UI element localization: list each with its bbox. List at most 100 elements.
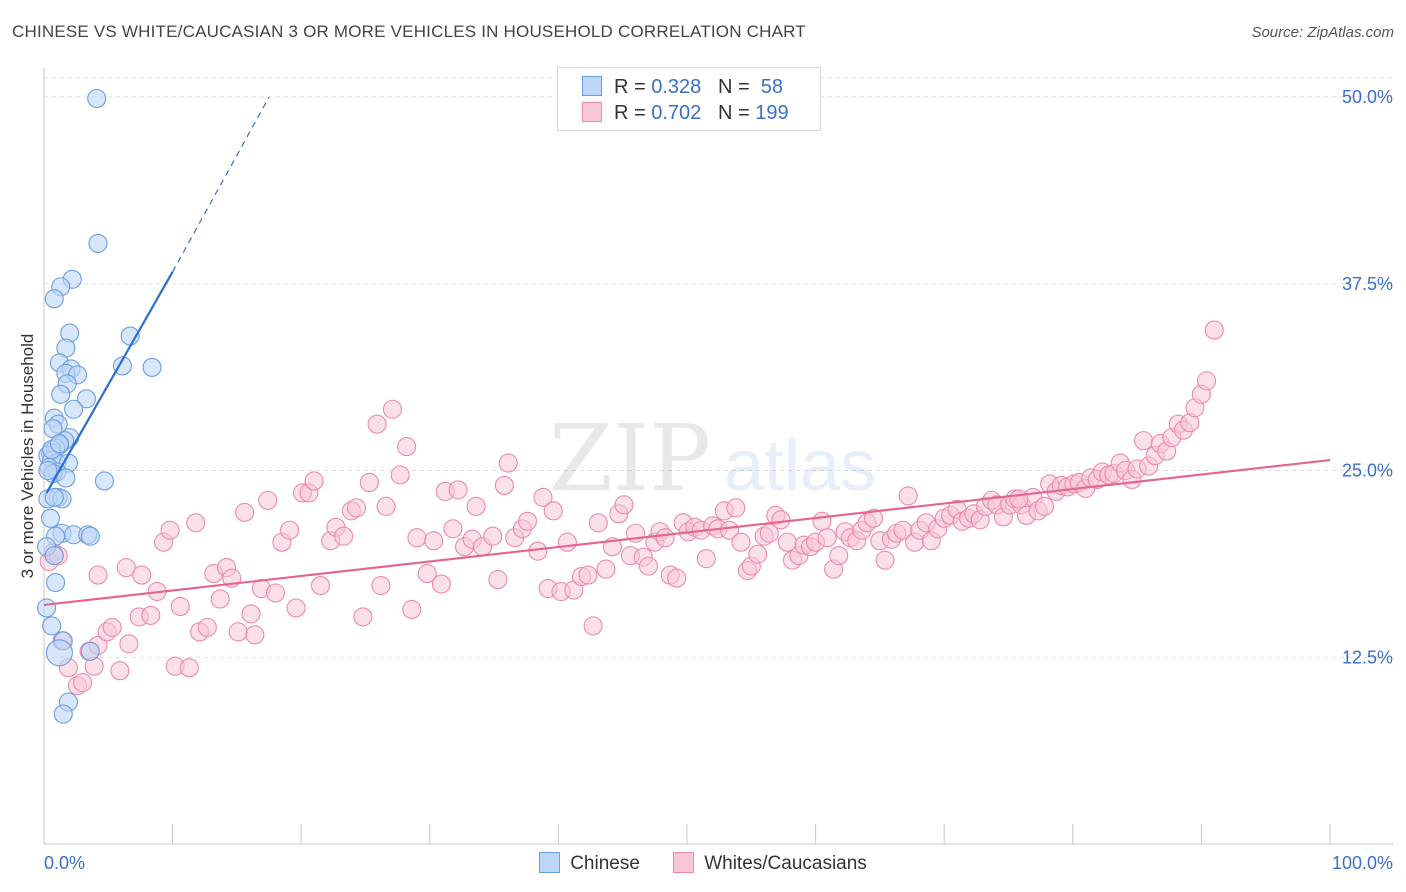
whites-point — [583, 616, 603, 636]
whites-point — [286, 598, 306, 618]
whites-point — [382, 399, 403, 419]
whites-point — [110, 661, 130, 681]
whites-point — [817, 528, 837, 548]
whites-point — [557, 532, 577, 552]
whites-point — [304, 471, 324, 491]
chinese-point — [45, 639, 73, 667]
whites-point — [726, 498, 746, 518]
legend-row-chinese: R = 0.328 N = 58 — [582, 76, 783, 100]
whites-point — [241, 604, 261, 624]
whites-point — [543, 501, 563, 521]
watermark-atlas: atlas — [724, 426, 876, 506]
whites-point — [310, 575, 331, 596]
chinese-point — [80, 526, 100, 546]
legend-item-chinese[interactable]: Chinese — [539, 852, 640, 875]
whites-point — [235, 502, 255, 522]
whites-point — [448, 480, 468, 500]
x-tick-label-max: 100.0% — [1332, 853, 1393, 873]
whites-point — [1009, 489, 1029, 509]
whites-n-value: 199 — [755, 102, 789, 124]
chinese-swatch — [582, 76, 602, 96]
whites-point — [228, 622, 248, 642]
whites-point — [245, 625, 265, 645]
legend-item-whites[interactable]: Whites/Caucasians — [673, 852, 867, 875]
whites-point — [533, 487, 553, 507]
whites-point — [197, 617, 217, 637]
whites-point — [498, 453, 518, 473]
trendlines — [43, 96, 1331, 607]
chinese-point — [37, 598, 57, 618]
chinese-point — [112, 356, 132, 376]
r-label: R = — [614, 102, 646, 124]
whites-point — [638, 556, 658, 576]
whites-point — [1204, 320, 1224, 340]
whites-point — [376, 496, 396, 516]
y-tick-label: 37.5% — [1342, 274, 1393, 294]
whites-point — [494, 475, 514, 495]
whites-point — [443, 519, 463, 539]
whites-point — [424, 531, 444, 551]
chinese-point — [80, 641, 100, 661]
chinese-n-value: 58 — [760, 76, 784, 98]
whites-point — [265, 583, 286, 603]
whites-point — [119, 634, 139, 654]
legend-label-whites: Whites/Caucasians — [704, 853, 867, 874]
legend-row-whites: R = 0.702 N = 199 — [582, 102, 789, 126]
chinese-point — [87, 88, 107, 109]
source-credit: Source: ZipAtlas.com — [1251, 24, 1394, 41]
whites-point — [210, 589, 230, 609]
whites-point — [863, 508, 884, 528]
chinese-point — [88, 233, 108, 253]
r-label: R = — [614, 76, 646, 98]
whites-trendline — [43, 458, 1331, 607]
chinese-point — [56, 468, 76, 488]
whites-legend-swatch — [673, 852, 695, 873]
y-tick-label: 50.0% — [1342, 87, 1393, 107]
chinese-point — [49, 434, 69, 454]
whites-point — [116, 558, 136, 578]
tick-labels: 12.5% 25.0% 37.5% 50.0% 0.0% 100.0% — [44, 87, 1393, 873]
chinese-point — [38, 460, 58, 481]
chinese-trendline-extension — [172, 96, 270, 273]
y-tick-label: 12.5% — [1342, 647, 1393, 667]
whites-point — [102, 617, 122, 637]
whites-point — [371, 575, 391, 596]
whites-point — [367, 414, 387, 434]
whites-point — [1034, 496, 1055, 516]
whites-point — [334, 526, 354, 546]
whites-point — [359, 472, 379, 493]
y-axis-label: 3 or more Vehicles in Household — [18, 334, 37, 579]
whites-point — [731, 532, 751, 552]
whites-point — [875, 550, 895, 570]
whites-point — [719, 520, 739, 540]
whites-point — [812, 511, 832, 531]
whites-point — [353, 607, 373, 627]
legend-label-chinese: Chinese — [570, 853, 640, 874]
whites-point — [170, 596, 190, 617]
whites-point — [829, 546, 849, 566]
whites-point — [73, 673, 93, 693]
whites-point — [402, 599, 422, 619]
n-label: N = — [717, 76, 750, 98]
whites-point — [771, 510, 791, 530]
chart-title: CHINESE VS WHITE/CAUCASIAN 3 OR MORE VEH… — [12, 22, 806, 41]
stats-legend: R = 0.328 N = 58 R = 0.702 N = 199 — [557, 67, 821, 131]
whites-swatch — [582, 102, 602, 122]
whites-point — [578, 565, 598, 585]
whites-point — [431, 574, 451, 594]
chinese-point — [40, 508, 60, 528]
whites-point — [898, 486, 918, 506]
chinese-point — [94, 471, 114, 491]
whites-point — [488, 570, 508, 590]
whites-point — [417, 564, 437, 584]
whites-point — [483, 526, 503, 546]
whites-point — [179, 658, 199, 678]
whites-point — [667, 568, 687, 588]
whites-point — [88, 565, 108, 585]
whites-point — [466, 496, 486, 516]
whites-point — [280, 520, 300, 540]
whites-r-value: 0.702 — [651, 102, 702, 124]
chinese-point — [44, 546, 64, 566]
whites-point — [397, 437, 417, 457]
